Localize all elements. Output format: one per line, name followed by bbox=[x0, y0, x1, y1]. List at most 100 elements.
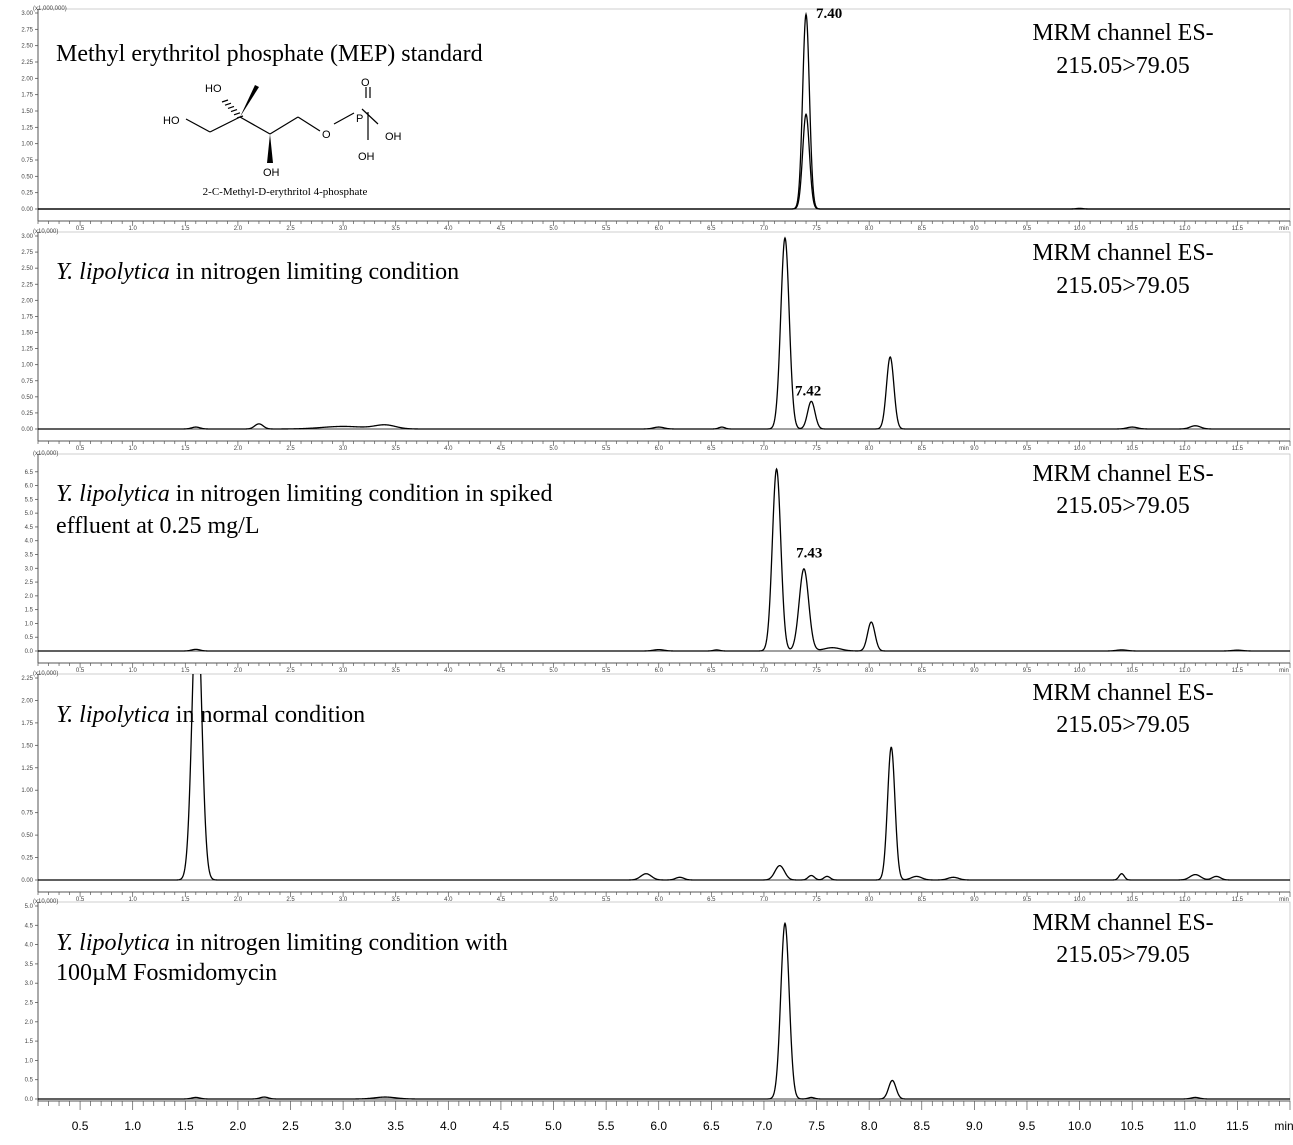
y-tick-label: 1.50 bbox=[21, 109, 33, 115]
x-tick-label: 6.5 bbox=[707, 446, 716, 452]
x-tick-label: 2.5 bbox=[286, 897, 295, 903]
species-name: Y. lipolytica bbox=[56, 259, 170, 285]
y-tick-label: 1.0 bbox=[25, 1058, 34, 1064]
x-tick-label: 11.5 bbox=[1232, 668, 1244, 674]
y-tick-label: 0.00 bbox=[21, 207, 33, 213]
x-tick-label: 0.5 bbox=[76, 226, 85, 232]
x-tick-label: 4.0 bbox=[444, 668, 453, 674]
hashed-bond bbox=[224, 102, 232, 106]
x-tick-label: 8.5 bbox=[913, 1119, 930, 1133]
x-tick-label: 8.0 bbox=[865, 226, 874, 232]
x-tick-label: 7.0 bbox=[756, 1119, 773, 1133]
y-tick-label: 5.0 bbox=[25, 511, 34, 517]
panel-title: Y. lipolytica in nitrogen limiting condi… bbox=[56, 481, 552, 507]
y-scale-label: (x10,000) bbox=[33, 899, 58, 905]
panel-title: Y. lipolytica in normal condition bbox=[56, 702, 365, 728]
x-tick-label: 11.5 bbox=[1232, 897, 1244, 903]
x-tick-label: 10.0 bbox=[1074, 668, 1086, 674]
x-tick-label: 2.0 bbox=[234, 668, 243, 674]
chromatogram-panel-2: 0.00 0.25 0.50 0.75 1.00 1.25 1.50 1.75 2.00 2.25… bbox=[21, 229, 1291, 452]
y-tick-label: 1.25 bbox=[21, 766, 33, 772]
y-tick-label: 4.5 bbox=[25, 923, 34, 929]
x-tick-label: 2.0 bbox=[230, 1119, 247, 1133]
x-tick-label: 7.5 bbox=[812, 226, 821, 232]
bond bbox=[297, 116, 321, 132]
y-tick-label: 0.75 bbox=[21, 379, 33, 385]
y-tick-label: 2.75 bbox=[21, 27, 33, 33]
x-tick-label: 9.0 bbox=[970, 897, 979, 903]
x-tick-label: 1.5 bbox=[181, 897, 190, 903]
x-tick-label: 2.0 bbox=[234, 897, 243, 903]
compound-name: 2-C-Methyl-D-erythritol 4-phosphate bbox=[203, 186, 368, 198]
y-scale-label: (x10,000) bbox=[33, 229, 58, 235]
y-tick-label: 3.00 bbox=[21, 11, 33, 17]
x-tick-label: 7.0 bbox=[760, 897, 769, 903]
x-tick-label: 0.5 bbox=[72, 1119, 89, 1133]
y-tick-label: 0.75 bbox=[21, 158, 33, 164]
condition-text: in nitrogen limiting condition in spiked bbox=[170, 481, 553, 507]
y-tick-label: 2.25 bbox=[21, 676, 33, 682]
y-tick-label: 0.00 bbox=[21, 878, 33, 884]
x-tick-label: 10.0 bbox=[1068, 1119, 1092, 1133]
condition-text: in nitrogen limiting condition with bbox=[170, 930, 508, 956]
y-tick-label: 3.5 bbox=[25, 962, 34, 968]
x-tick-label: 2.5 bbox=[286, 226, 295, 232]
y-tick-label: 1.0 bbox=[25, 621, 34, 627]
y-tick-label: 2.25 bbox=[21, 282, 33, 288]
bond bbox=[333, 112, 355, 125]
x-tick-label: 8.0 bbox=[865, 897, 874, 903]
y-scale-label: (x10,000) bbox=[33, 451, 58, 457]
condition-text: in nitrogen limiting condition bbox=[170, 259, 459, 285]
bond bbox=[209, 116, 241, 133]
mrm-transition-label: 215.05>79.05 bbox=[1056, 493, 1190, 519]
x-tick-label: 3.0 bbox=[339, 446, 348, 452]
x-tick-label: 6.5 bbox=[703, 1119, 720, 1133]
y-tick-label: 2.5 bbox=[25, 1001, 34, 1007]
x-tick-label: 3.5 bbox=[392, 668, 401, 674]
x-tick-label: 1.5 bbox=[177, 1119, 194, 1133]
x-tick-label: 10.5 bbox=[1126, 668, 1138, 674]
x-tick-label: 4.0 bbox=[444, 897, 453, 903]
chromatogram-panel-3: 0.0 0.5 1.0 1.5 2.0 2.5 3.0 3.5 4.0 4.5 5.0 5.5 6.0 6… bbox=[25, 451, 1291, 674]
x-tick-label: 5.5 bbox=[602, 897, 611, 903]
x-tick-label: 7.0 bbox=[760, 668, 769, 674]
x-tick-label: 4.5 bbox=[497, 226, 506, 232]
x-tick-label: 8.5 bbox=[918, 897, 927, 903]
x-tick-label: 2.5 bbox=[282, 1119, 299, 1133]
y-scale-label: (x10,000) bbox=[33, 671, 58, 677]
x-tick-label: 3.5 bbox=[392, 226, 401, 232]
mrm-channel-label: MRM channel ES- bbox=[1032, 680, 1213, 706]
y-tick-label: 0.50 bbox=[21, 395, 33, 401]
y-tick-label: 2.75 bbox=[21, 250, 33, 256]
y-tick-label: 2.00 bbox=[21, 76, 33, 82]
y-tick-label: 1.00 bbox=[21, 788, 33, 794]
x-tick-label: 3.0 bbox=[339, 668, 348, 674]
x-tick-label: 5.0 bbox=[549, 668, 558, 674]
x-tick-label: 1.0 bbox=[129, 226, 138, 232]
x-tick-label: 11.5 bbox=[1232, 446, 1244, 452]
x-tick-label: 1.5 bbox=[181, 668, 190, 674]
y-tick-label: 2.0 bbox=[25, 594, 34, 600]
x-tick-label: 4.5 bbox=[497, 446, 506, 452]
panel-title-line2: 100µM Fosmidomycin bbox=[56, 960, 277, 986]
chromatogram-trace-1 bbox=[38, 921, 1290, 1100]
wedge-bond bbox=[267, 134, 273, 163]
y-tick-label: 1.75 bbox=[21, 721, 33, 727]
x-tick-label: 9.5 bbox=[1023, 897, 1032, 903]
y-tick-label: 1.00 bbox=[21, 142, 33, 148]
chromatogram-panel-4: 0.00 0.25 0.50 0.75 1.00 1.25 1.50 1.75 2.00 2.25… bbox=[21, 671, 1291, 903]
x-tick-label: 1.0 bbox=[129, 446, 138, 452]
x-tick-label: 7.5 bbox=[812, 668, 821, 674]
x-tick-label: 1.5 bbox=[181, 446, 190, 452]
x-tick-label: 3.5 bbox=[387, 1119, 404, 1133]
x-tick-label: 7.0 bbox=[760, 446, 769, 452]
chromatogram-panel-1: 0.00 0.25 0.50 0.75 1.00 1.25 1.50 1.75 2.00 2.25… bbox=[21, 6, 1291, 232]
x-tick-label: 1.0 bbox=[124, 1119, 141, 1133]
peak-retention-label: 7.42 bbox=[795, 384, 821, 400]
atom-label: O bbox=[361, 77, 370, 89]
x-tick-label: 8.5 bbox=[918, 226, 927, 232]
y-tick-label: 0.5 bbox=[25, 1078, 34, 1084]
x-tick-label: 4.5 bbox=[493, 1119, 510, 1133]
x-tick-label: 11.0 bbox=[1179, 446, 1191, 452]
x-tick-label: 5.5 bbox=[598, 1119, 615, 1133]
